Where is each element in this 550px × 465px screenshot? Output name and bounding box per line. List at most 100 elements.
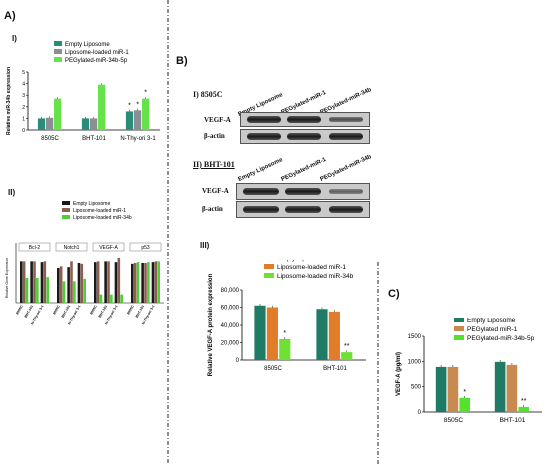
legend-swatch: [62, 208, 70, 212]
legend-label: Liposome-loaded miR-1: [277, 264, 346, 271]
bar: [316, 309, 328, 360]
y-tick-label: 4: [22, 82, 25, 88]
y-tick-label: 40,000: [221, 323, 240, 329]
bar: [279, 339, 291, 360]
legend-label: Liposome-loaded miR-34b: [277, 273, 354, 280]
bar: [110, 294, 113, 303]
bar: [131, 263, 134, 303]
legend-label: PEGylated miR-1: [467, 326, 518, 333]
bar: [154, 261, 158, 303]
x-tick-label: BHT-101: [323, 366, 347, 372]
bar: [142, 98, 150, 130]
bar: [30, 261, 33, 303]
legend-label: Liposome-loaded miR-34b: [73, 215, 132, 221]
x-tick-label: BHT-101: [98, 304, 108, 318]
bar: [435, 366, 447, 412]
bar: [518, 406, 530, 412]
bar: [83, 278, 86, 303]
bar: [266, 307, 278, 360]
x-tick-label: 8505C: [264, 366, 282, 372]
significance-mark: **: [521, 398, 527, 405]
blot-1-row-vegfa: VEGF-A: [204, 116, 231, 124]
x-tick-label: BHT-101: [61, 304, 71, 318]
bar: [94, 262, 97, 303]
legend-swatch: [264, 273, 274, 278]
panel-a2-label: II): [8, 188, 16, 197]
bar: [144, 263, 147, 303]
bar: [104, 261, 107, 303]
blot-1-row-actin: β-actin: [204, 132, 225, 140]
bar: [136, 262, 140, 303]
bar: [341, 352, 353, 360]
bar: [54, 98, 62, 130]
bar: [73, 281, 76, 303]
bar: [157, 261, 160, 303]
gene-header: p53: [141, 245, 150, 251]
panel-a1-label: I): [12, 34, 17, 43]
legend-swatch: [54, 49, 62, 54]
bar: [45, 117, 54, 130]
significance-mark: *: [128, 102, 131, 109]
bar: [67, 267, 70, 303]
blot-1-vegfa: [240, 112, 370, 127]
bar: [151, 262, 155, 303]
bar: [147, 262, 150, 303]
blot-2-actin: [236, 201, 370, 218]
panel-letter-c: C): [388, 288, 400, 300]
legend-swatch: [264, 264, 274, 269]
y-tick-label: 1500: [408, 334, 422, 340]
x-tick-label: 8505C: [126, 304, 135, 315]
legend-label: Empty Liposome: [65, 42, 110, 48]
bar: [33, 261, 36, 303]
blot-2-title: II) BHT-101: [193, 160, 235, 169]
y-tick-label: 2: [22, 105, 25, 111]
x-tick-label: 8505C: [89, 304, 98, 315]
y-tick-label: 1: [22, 116, 25, 122]
gene-header: Notch1: [64, 245, 80, 251]
bar: [459, 397, 471, 412]
bar: [89, 118, 98, 130]
bar: [99, 294, 103, 303]
gene-header-box: [18, 242, 51, 252]
bar: [120, 294, 123, 303]
significance-mark: *: [136, 101, 139, 108]
bar: [77, 263, 81, 303]
gene-header: Bcl-2: [29, 245, 41, 251]
bar: [254, 305, 266, 360]
significance-mark: *: [144, 90, 147, 97]
bar: [494, 361, 506, 412]
blot-1-title: I) 8505C: [193, 90, 223, 99]
legend-label: PEGylated-miR-34b-5p: [467, 335, 535, 342]
y-tick-label: 20,000: [221, 341, 240, 347]
bar: [107, 261, 110, 303]
bar: [80, 263, 84, 303]
y-axis-label: Relative miR-34b expression: [6, 67, 12, 135]
x-tick-label: BHT-101: [24, 304, 34, 318]
y-tick-label: 0: [22, 128, 25, 134]
bar: [37, 118, 46, 130]
y-tick-label: 500: [411, 385, 422, 391]
bar: [62, 281, 66, 303]
bar: [46, 277, 49, 303]
bar: [506, 364, 518, 412]
gene-header: VEGF-A: [99, 245, 118, 251]
blot-2-row-actin: β-actin: [202, 205, 223, 213]
bar: [81, 118, 90, 130]
bar: [36, 278, 39, 303]
y-tick-label: 3: [22, 93, 25, 99]
legend-swatch: [454, 318, 464, 322]
bar: [133, 110, 142, 130]
bar: [57, 268, 60, 303]
x-tick-label: N-Thy-ori 3-1: [120, 136, 156, 142]
panel-letter-a: A): [4, 10, 16, 22]
legend-swatch: [54, 41, 62, 46]
bar: [447, 366, 459, 412]
bar: [141, 263, 144, 303]
bar: [70, 261, 73, 303]
bar: [43, 261, 47, 303]
y-axis-label: VEGF-A (pg/ml): [396, 352, 402, 396]
